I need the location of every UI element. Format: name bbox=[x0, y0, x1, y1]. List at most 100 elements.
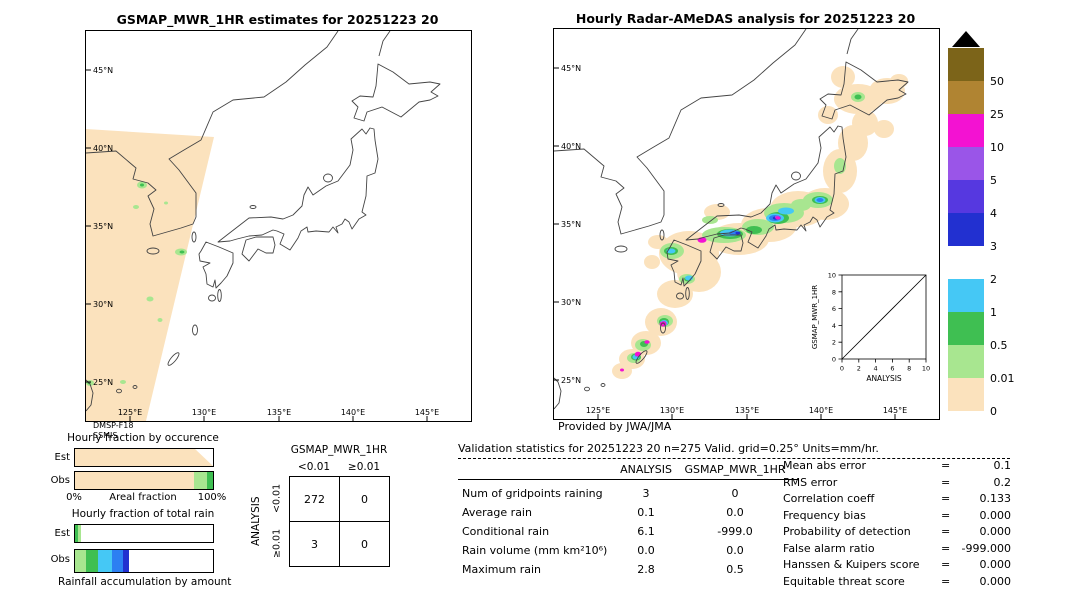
colorbar-label: 3 bbox=[990, 240, 997, 253]
score-label: Frequency bias bbox=[783, 509, 866, 522]
obs-row-label: Obs bbox=[50, 475, 70, 486]
bar-segment bbox=[75, 449, 213, 466]
lon-label: 135°E bbox=[735, 406, 759, 415]
occurrence-title: Hourly fraction by occurence bbox=[67, 432, 219, 444]
colorbar-label: 0.01 bbox=[990, 372, 1015, 385]
colorbar-label: 10 bbox=[990, 141, 1004, 154]
colorbar-label: 50 bbox=[990, 75, 1004, 88]
total-rain-est-bar bbox=[74, 524, 214, 543]
bar-segment bbox=[112, 550, 124, 572]
bar-segment bbox=[123, 550, 129, 572]
lat-label: 35°N bbox=[561, 220, 581, 229]
score-row: False alarm ratio = -999.000 bbox=[783, 542, 1011, 555]
est-row-label: Est bbox=[54, 528, 70, 539]
colorbar-label: 25 bbox=[990, 108, 1004, 121]
lon-label: 130°E bbox=[192, 408, 216, 417]
colorbar-block: 10 bbox=[948, 114, 1004, 154]
score-value: 0.133 bbox=[979, 492, 1012, 505]
stats-row-label: Maximum rain bbox=[462, 563, 541, 576]
inset-y-ticks: 0 2 4 6 8 10 bbox=[828, 272, 836, 364]
inset-scatter: 0 2 4 6 8 10 0 2 4 6 8 10 GSMAP_MWR_1HR … bbox=[800, 263, 932, 387]
dashed-rule bbox=[458, 458, 1010, 459]
total-rain-obs-bar bbox=[74, 549, 214, 573]
inset-x-ticks: 0 2 4 6 8 10 bbox=[840, 365, 930, 373]
occurrence-est-bar bbox=[74, 448, 214, 467]
svg-text:4: 4 bbox=[832, 322, 836, 330]
equals-sign: = bbox=[941, 575, 951, 588]
contingency-cell: 272 bbox=[289, 476, 340, 522]
stats-analysis-value: 3 bbox=[642, 487, 650, 500]
colorbar-label: 4 bbox=[990, 207, 997, 220]
colorbar-block: 3 bbox=[948, 213, 997, 253]
score-row: Equitable threat score = 0.000 bbox=[783, 575, 1011, 588]
left-map-title: GSMAP_MWR_1HR estimates for 20251223 20 bbox=[116, 12, 439, 27]
svg-text:10: 10 bbox=[922, 365, 930, 373]
score-label: False alarm ratio bbox=[783, 542, 875, 555]
score-value: 0.000 bbox=[979, 558, 1012, 571]
bar-segment bbox=[207, 472, 213, 489]
bar-segment bbox=[98, 550, 113, 572]
score-row: Correlation coeff = 0.133 bbox=[783, 492, 1011, 505]
lat-label: 45°N bbox=[93, 66, 113, 75]
stats-row-label: Average rain bbox=[462, 506, 532, 519]
sensor-line2: SSMIS bbox=[93, 431, 118, 440]
colorbar-label: 2 bbox=[990, 273, 997, 286]
colorbar-block: 1 bbox=[948, 279, 997, 319]
contingency-col-header: ≥0.01 bbox=[347, 461, 381, 473]
lat-label: 25°N bbox=[93, 378, 113, 387]
equals-sign: = bbox=[941, 509, 951, 522]
data-credit: Provided by JWA/JMA bbox=[558, 420, 672, 433]
score-row: Frequency bias = 0.000 bbox=[783, 509, 1011, 522]
stats-analysis-value: 0.1 bbox=[637, 506, 655, 519]
svg-text:0: 0 bbox=[840, 365, 844, 373]
score-row: Mean abs error = 0.1 bbox=[783, 459, 1011, 472]
colorbar: 50 25 10 5 4 3 2 1 0.5 0.01 0 bbox=[948, 48, 1015, 418]
est-row-label: Est bbox=[54, 452, 70, 463]
stats-analysis-value: 2.8 bbox=[637, 563, 655, 576]
score-row: RMS error = 0.2 bbox=[783, 476, 1011, 489]
right-map-axis-labels: 45°N 40°N 35°N 30°N 25°N 125°E 130°E 135… bbox=[561, 64, 907, 415]
lon-label: 140°E bbox=[341, 408, 365, 417]
svg-text:2: 2 bbox=[857, 365, 861, 373]
score-value: 0.000 bbox=[979, 509, 1012, 522]
lat-label: 40°N bbox=[561, 142, 581, 151]
contingency-title: GSMAP_MWR_1HR bbox=[290, 444, 388, 456]
colorbar-block: 0.01 bbox=[948, 345, 1015, 385]
bar-segment bbox=[75, 472, 194, 489]
score-value: 0.000 bbox=[979, 575, 1012, 588]
stats-col-analysis: ANALYSIS bbox=[620, 463, 672, 476]
stats-analysis-value: 0.0 bbox=[637, 544, 655, 557]
lat-label: 25°N bbox=[561, 376, 581, 385]
bar-segment bbox=[193, 472, 208, 489]
stats-gsmap-value: 0.5 bbox=[726, 563, 744, 576]
colorbar-label: 1 bbox=[990, 306, 997, 319]
colorbar-overflow-triangle bbox=[952, 31, 980, 47]
lon-label: 125°E bbox=[586, 406, 610, 415]
sensor-name: DMSP-F18 SSMIS bbox=[93, 421, 133, 441]
inset-xlabel: ANALYSIS bbox=[866, 374, 902, 383]
score-label: Probability of detection bbox=[783, 525, 911, 538]
header-rule bbox=[458, 479, 798, 480]
right-map: 45°N 40°N 35°N 30°N 25°N 125°E 130°E 135… bbox=[553, 28, 940, 420]
lon-label: 135°E bbox=[267, 408, 291, 417]
score-row: Probability of detection = 0.000 bbox=[783, 525, 1011, 538]
svg-text:6: 6 bbox=[832, 305, 836, 313]
contingency-table: 272 0 3 0 bbox=[289, 476, 390, 567]
svg-text:10: 10 bbox=[828, 272, 836, 280]
colorbar-block: 0 bbox=[948, 378, 997, 418]
areal-fraction-label: Areal fraction bbox=[109, 492, 177, 503]
colorbar-label: 5 bbox=[990, 174, 997, 187]
stats-gsmap-value: -999.0 bbox=[717, 525, 753, 538]
bar-segment bbox=[75, 550, 87, 572]
svg-text:0: 0 bbox=[832, 356, 836, 364]
stats-row-label: Rain volume (mm km²10⁶) bbox=[462, 544, 608, 557]
score-label: Equitable threat score bbox=[783, 575, 905, 588]
bar-segment bbox=[86, 550, 99, 572]
equals-sign: = bbox=[941, 492, 951, 505]
contingency-axis-label: ANALYSIS bbox=[250, 496, 262, 546]
axis-min-label: 0% bbox=[66, 492, 82, 503]
colorbar-block: 5 bbox=[948, 147, 997, 187]
equals-sign: = bbox=[941, 459, 951, 472]
score-label: Hanssen & Kuipers score bbox=[783, 558, 920, 571]
